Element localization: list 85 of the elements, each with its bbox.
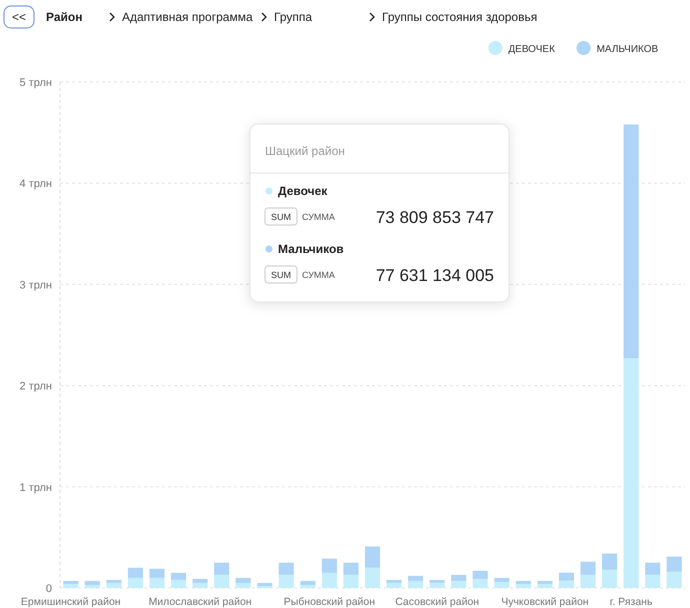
y-tick-label: 2 трлн: [20, 380, 52, 393]
annotation: 77 631 134 005: [376, 266, 494, 285]
bar: [472, 578, 488, 588]
bar: [537, 580, 552, 584]
bar: [214, 574, 230, 588]
back-button: <<: [4, 6, 34, 28]
y-tick-label: 0: [46, 583, 52, 595]
bar: [558, 572, 574, 581]
bar: [451, 574, 466, 581]
bar: [558, 580, 574, 588]
bar: [343, 574, 358, 588]
bar: [624, 358, 639, 588]
y-tick-label: 3 трлн: [20, 279, 52, 292]
bar: [84, 584, 100, 588]
x-tick-label: г. Рязань: [610, 596, 653, 608]
bar: [645, 562, 660, 575]
bar: [192, 582, 208, 588]
y-tick-label: 5 трлн: [20, 77, 52, 89]
bar: [278, 574, 294, 588]
bar: [149, 578, 165, 588]
bar: [214, 562, 230, 575]
bar: [666, 572, 682, 588]
bar: [257, 582, 272, 586]
bar: [645, 574, 660, 588]
bar: [472, 570, 488, 579]
annotation: Шацкий район: [265, 144, 345, 158]
bar: [322, 572, 337, 588]
bar: [537, 584, 552, 588]
bar: [408, 576, 424, 581]
bar: [386, 580, 402, 583]
text: Группы состояния здоровья: [382, 10, 538, 24]
bar: [236, 578, 251, 583]
bar: [170, 572, 186, 580]
x-tick-label: Рыбновский район: [284, 596, 376, 608]
text: Группа: [274, 10, 312, 24]
x-tick-label: Чучковский район: [501, 596, 589, 608]
x-tick-label: Сасовский район: [395, 596, 480, 608]
text: Адаптивная программа: [122, 10, 253, 24]
annotation: 73 809 853 747: [376, 208, 494, 227]
bar: [580, 562, 596, 575]
legend-label: МАЛЬЧИКОВ: [596, 44, 659, 55]
bar: [84, 580, 100, 585]
bar: [494, 582, 510, 588]
annotation: СУММА: [302, 212, 335, 222]
annotation: Девочек: [278, 184, 328, 198]
annotation: СУММА: [302, 270, 335, 280]
bar: [63, 584, 78, 588]
annotation: Мальчиков: [278, 242, 344, 256]
bar: [602, 570, 618, 588]
bar: [128, 568, 143, 578]
bar: [430, 582, 445, 588]
annotation: SUM: [271, 212, 291, 222]
text: Район: [46, 10, 82, 24]
x-tick-label: Милославский район: [148, 596, 252, 608]
bar: [451, 580, 466, 588]
bar: [516, 580, 531, 584]
bar: [624, 124, 639, 358]
bar: [494, 578, 510, 582]
bar: [386, 582, 402, 588]
bar: [408, 580, 424, 588]
bar: [236, 582, 251, 588]
bar: [149, 568, 165, 578]
bar: [300, 580, 316, 585]
bar: [364, 568, 380, 588]
bar: [343, 562, 358, 575]
y-tick-label: 1 трлн: [20, 482, 52, 494]
bar: [430, 580, 445, 583]
x-tick-label: Ермишинский район: [20, 596, 121, 608]
bar: [602, 554, 618, 570]
bar: [128, 578, 143, 588]
bar: [106, 582, 122, 588]
legend-label: ДЕВОЧЕК: [508, 44, 556, 55]
bar: [170, 580, 186, 588]
y-tick-label: 4 трлн: [20, 178, 52, 190]
bar: [278, 562, 294, 575]
bar: [63, 580, 78, 584]
bar: [106, 580, 122, 583]
bar: [516, 584, 531, 588]
bar: [580, 574, 596, 588]
annotation: SUM: [271, 270, 291, 280]
bar: [300, 584, 316, 588]
bar: [364, 546, 380, 568]
bar: [192, 578, 208, 583]
bar: [322, 558, 337, 573]
bar: [666, 556, 682, 572]
